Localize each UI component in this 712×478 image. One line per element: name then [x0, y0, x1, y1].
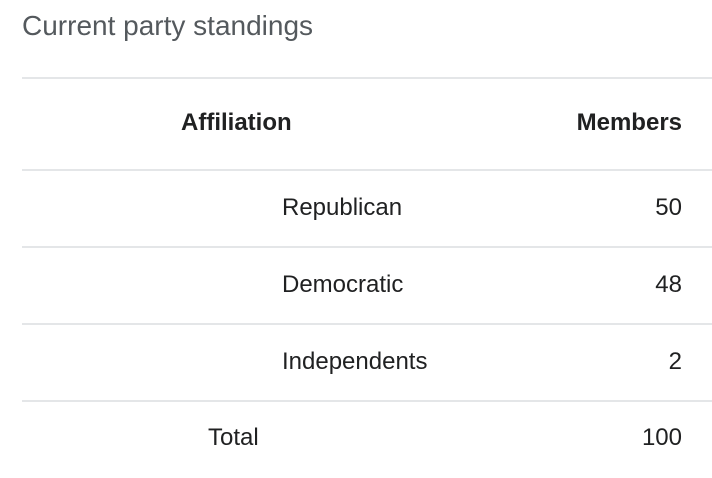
party-name: Republican [282, 194, 403, 221]
member-count: 2 [668, 348, 682, 375]
member-count: 50 [655, 194, 682, 221]
party-name: Democratic [282, 271, 404, 298]
rule [22, 246, 712, 248]
rule [22, 323, 712, 325]
header-cell: Members [576, 109, 682, 136]
header-cell: Affiliation [181, 109, 292, 136]
member-count: 48 [655, 271, 682, 298]
total-label: Total [208, 424, 259, 451]
rule [22, 77, 712, 79]
rule [22, 400, 712, 402]
rule [22, 169, 712, 171]
party-name: Independents [282, 348, 428, 375]
total-count: 100 [641, 424, 682, 451]
section-title: Current party standings [22, 10, 314, 41]
